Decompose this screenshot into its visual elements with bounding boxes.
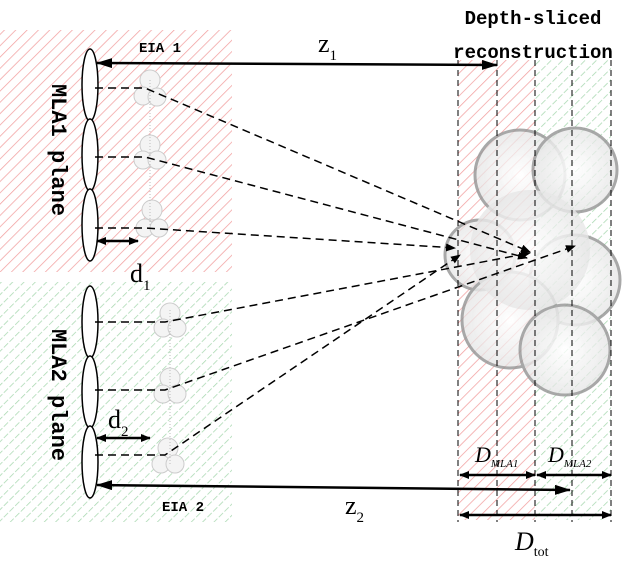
- symbol: D: [547, 442, 564, 467]
- eia1-region: [0, 30, 232, 272]
- slice-boundaries: [457, 60, 612, 522]
- dtot-label: Dtot: [514, 527, 549, 560]
- z2-label: z2: [345, 491, 364, 526]
- subscript: 2: [121, 424, 129, 440]
- title-line: Depth-sliced: [465, 8, 602, 30]
- mla1-label: MLA1 plane: [45, 84, 70, 216]
- symbol: z: [345, 491, 357, 520]
- symbol: d: [130, 259, 143, 288]
- subscript: MLA2: [563, 458, 592, 470]
- title-line: reconstruction: [453, 42, 613, 64]
- dimension-arrows: [96, 58, 612, 519]
- eia2-label: EIA 2: [162, 500, 204, 516]
- symbol: z: [318, 29, 330, 58]
- subscript: MLA1: [490, 458, 519, 470]
- symbol: D: [514, 527, 534, 556]
- d1-label: d1: [130, 259, 151, 294]
- symbol: d: [108, 405, 121, 434]
- rays: [95, 87, 576, 456]
- dmla1-label: DMLA1: [474, 442, 518, 470]
- d2-label: d2: [108, 405, 129, 440]
- z1-label: z1: [318, 29, 337, 64]
- subscript: tot: [534, 545, 549, 560]
- subscript: 1: [330, 48, 338, 64]
- eia1-label: EIA 1: [139, 41, 181, 57]
- symbol: D: [474, 442, 491, 467]
- reconstructed-cloud: [443, 126, 622, 397]
- subscript: 2: [357, 510, 365, 526]
- subscript: 1: [143, 278, 151, 294]
- mla2-label: MLA2 plane: [45, 329, 70, 461]
- dmla2-label: DMLA2: [547, 442, 592, 470]
